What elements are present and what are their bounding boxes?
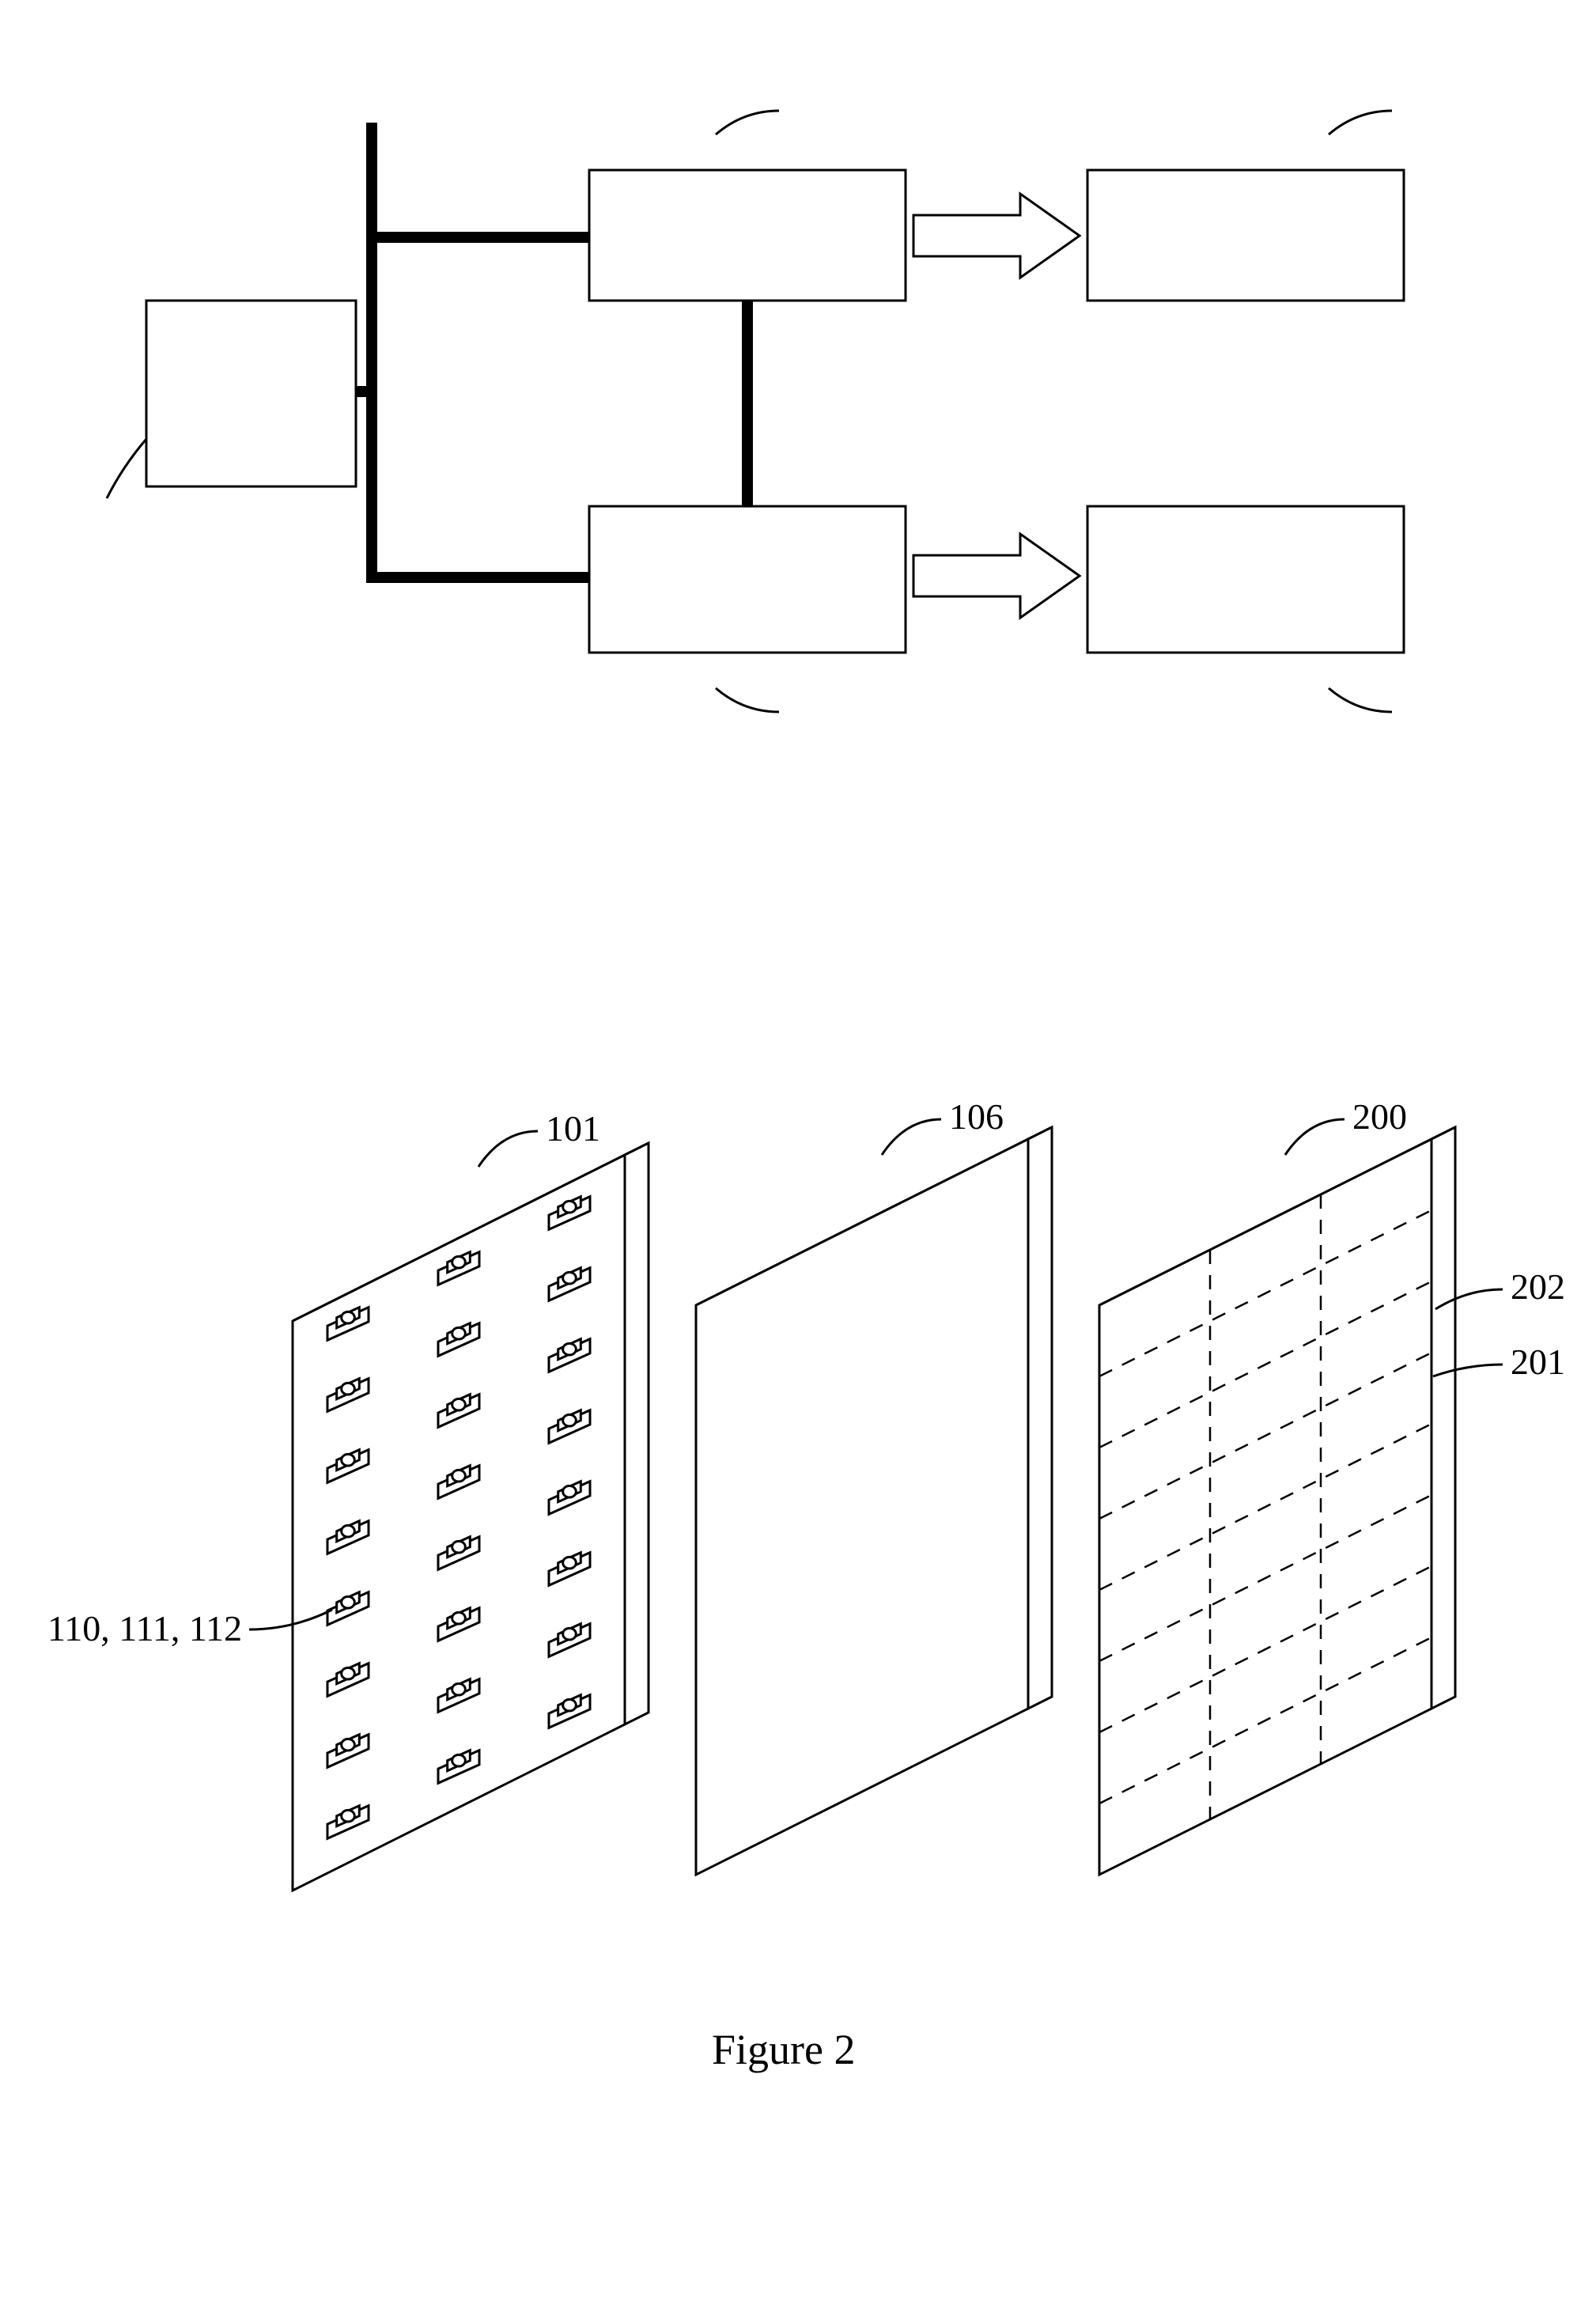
leader-200b (1285, 1119, 1344, 1155)
leader-106 (882, 1119, 941, 1155)
lcd-panel-box (1087, 170, 1404, 301)
figure2-caption: Figure 2 (712, 2025, 856, 2074)
panel-200 (1099, 1127, 1455, 1875)
ref-200-fig2: 200 (1352, 1096, 1407, 1137)
lcd-ctrl-box (589, 170, 906, 301)
ref-leds: 110, 111, 112 (47, 1607, 242, 1649)
panel-106 (696, 1127, 1052, 1875)
led-ctrl-box (589, 506, 906, 653)
leader-101 (478, 1131, 538, 1167)
ref-201: 201 (1511, 1341, 1565, 1383)
ref-101-fig2: 101 (546, 1107, 600, 1149)
ldr-hdr-box (146, 301, 356, 486)
page: Standard LDR video signal Input LDR - HD… (0, 0, 1596, 2324)
ref-202: 202 (1511, 1266, 1565, 1308)
ref-106: 106 (949, 1096, 1004, 1137)
figure1-svg-clean (0, 0, 1596, 870)
led-panel-box (1087, 506, 1404, 653)
